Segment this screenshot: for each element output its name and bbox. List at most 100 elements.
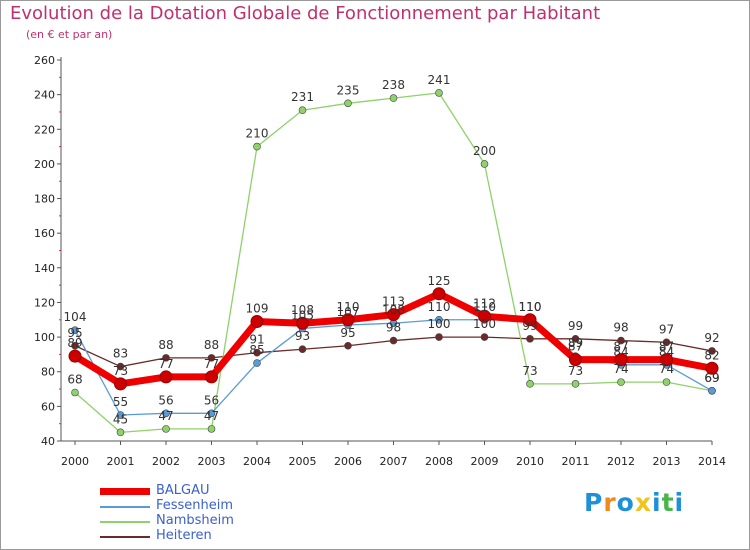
data-label-heiteren: 97 — [659, 322, 674, 336]
y-tick-label: 140 — [34, 262, 55, 275]
data-point-fessenheim — [116, 411, 125, 419]
data-point-balgau — [114, 377, 127, 391]
data-label-balgau: 109 — [246, 302, 269, 316]
data-label-heiteren: 93 — [295, 329, 310, 343]
data-point-nambsheim — [526, 380, 534, 388]
data-point-heiteren — [617, 336, 625, 345]
logo-letter: P — [584, 488, 604, 517]
data-label-nambsheim: 231 — [291, 90, 314, 104]
y-tick-label: 200 — [34, 158, 55, 171]
data-point-fessenheim — [435, 315, 443, 324]
data-label-nambsheim: 241 — [428, 73, 451, 87]
data-point-balgau — [387, 308, 400, 322]
data-label-balgau: 113 — [382, 295, 405, 309]
x-tick-label: 2004 — [243, 455, 271, 468]
y-tick-label: 40 — [41, 435, 55, 448]
legend-label: Fessenheim — [156, 498, 234, 513]
data-point-heiteren — [435, 333, 443, 341]
data-label-balgau: 108 — [291, 303, 314, 317]
chart-title: Evolution de la Dotation Globale de Fonc… — [10, 3, 601, 24]
data-point-heiteren — [298, 345, 307, 354]
data-point-nambsheim — [571, 380, 580, 388]
data-label-fessenheim: 84 — [613, 345, 628, 359]
data-label-balgau: 77 — [204, 357, 219, 371]
data-point-heiteren — [389, 336, 398, 345]
x-tick-label: 2003 — [198, 455, 226, 468]
data-point-balgau — [705, 361, 719, 375]
data-label-nambsheim: 74 — [613, 362, 628, 376]
data-point-nambsheim — [207, 425, 216, 433]
x-tick-label: 2007 — [380, 455, 408, 468]
y-tick-label: 60 — [41, 400, 55, 413]
data-point-balgau — [523, 313, 537, 327]
y-tick-label: 160 — [34, 227, 55, 240]
data-point-balgau — [478, 309, 491, 323]
data-point-fessenheim — [162, 409, 170, 418]
x-tick-label: 2012 — [607, 455, 635, 468]
line-chart: 40 60 80 100 120 140 160 180 200 220 240 260 2000 200… — [34, 54, 726, 468]
chart-series — [68, 89, 719, 437]
data-label-nambsheim: 74 — [659, 362, 674, 376]
data-label-heiteren: 83 — [113, 347, 128, 361]
data-point-heiteren — [162, 354, 170, 362]
data-point-nambsheim — [480, 160, 489, 168]
x-tick-label: 2014 — [698, 455, 726, 468]
data-label-heiteren: 95 — [67, 326, 82, 340]
chart-data-labels: 68 45 47 47 210 231 235 238 241 200 73 73 74 74 69 95 83… — [64, 73, 720, 426]
data-label-balgau: 87 — [613, 340, 628, 354]
data-label-balgau: 77 — [158, 357, 173, 371]
x-tick-label: 2011 — [562, 455, 590, 468]
legend-swatch — [100, 521, 150, 523]
data-point-balgau — [341, 313, 355, 327]
chart-legend: BALGAU Fessenheim Nambsheim Heiteren — [100, 483, 400, 544]
legend-swatch — [100, 488, 150, 495]
data-label-heiteren: 100 — [428, 317, 451, 331]
data-label-nambsheim: 73 — [522, 364, 537, 378]
y-tick-label: 120 — [34, 296, 55, 309]
data-label-fessenheim: 56 — [204, 393, 219, 407]
logo-letter: t — [661, 488, 675, 517]
data-point-heiteren — [526, 335, 534, 343]
data-label-heiteren: 88 — [158, 338, 173, 352]
x-tick-label: 2000 — [61, 455, 89, 468]
x-tick-label: 2008 — [425, 455, 453, 468]
x-tick-label: 2002 — [152, 455, 180, 468]
legend-label: Heiteren — [156, 528, 212, 543]
data-label-balgau: 87 — [568, 340, 583, 354]
data-label-fessenheim: 85 — [249, 343, 264, 357]
data-label-heiteren: 88 — [204, 338, 219, 352]
data-point-heiteren — [480, 333, 489, 341]
data-point-nambsheim — [662, 378, 671, 386]
legend-label: Nambsheim — [156, 513, 234, 528]
y-tick-label: 260 — [34, 54, 55, 67]
data-label-fessenheim: 110 — [473, 300, 496, 314]
data-label-heiteren: 95 — [340, 326, 355, 340]
y-tick-label: 240 — [34, 89, 55, 102]
x-tick-label: 2009 — [471, 455, 499, 468]
data-point-heiteren — [116, 362, 125, 371]
data-point-nambsheim — [389, 94, 398, 102]
data-point-balgau — [68, 349, 82, 363]
data-label-nambsheim: 73 — [568, 364, 583, 378]
data-label-fessenheim: 55 — [113, 395, 128, 409]
y-tick-label: 80 — [41, 366, 55, 379]
data-point-balgau — [614, 353, 628, 367]
logo-letter: x — [634, 488, 652, 517]
data-label-nambsheim: 200 — [473, 144, 496, 158]
data-point-balgau — [296, 316, 309, 330]
data-label-heiteren: 92 — [704, 331, 719, 345]
data-point-heiteren — [344, 341, 352, 350]
data-point-balgau — [250, 315, 264, 329]
y-tick-label: 220 — [34, 123, 55, 136]
data-label-nambsheim: 69 — [704, 371, 719, 385]
data-point-nambsheim — [253, 142, 261, 151]
data-label-heiteren: 100 — [473, 317, 496, 331]
legend-item-heiteren: Heiteren — [100, 528, 400, 544]
data-point-balgau — [660, 353, 673, 367]
data-label-fessenheim: 104 — [64, 310, 87, 324]
x-tick-label: 2010 — [516, 455, 544, 468]
data-point-nambsheim — [162, 425, 170, 433]
data-point-balgau — [205, 370, 218, 384]
proxiti-logo: Proxiti — [584, 488, 684, 517]
data-label-fessenheim: 89 — [568, 336, 583, 350]
